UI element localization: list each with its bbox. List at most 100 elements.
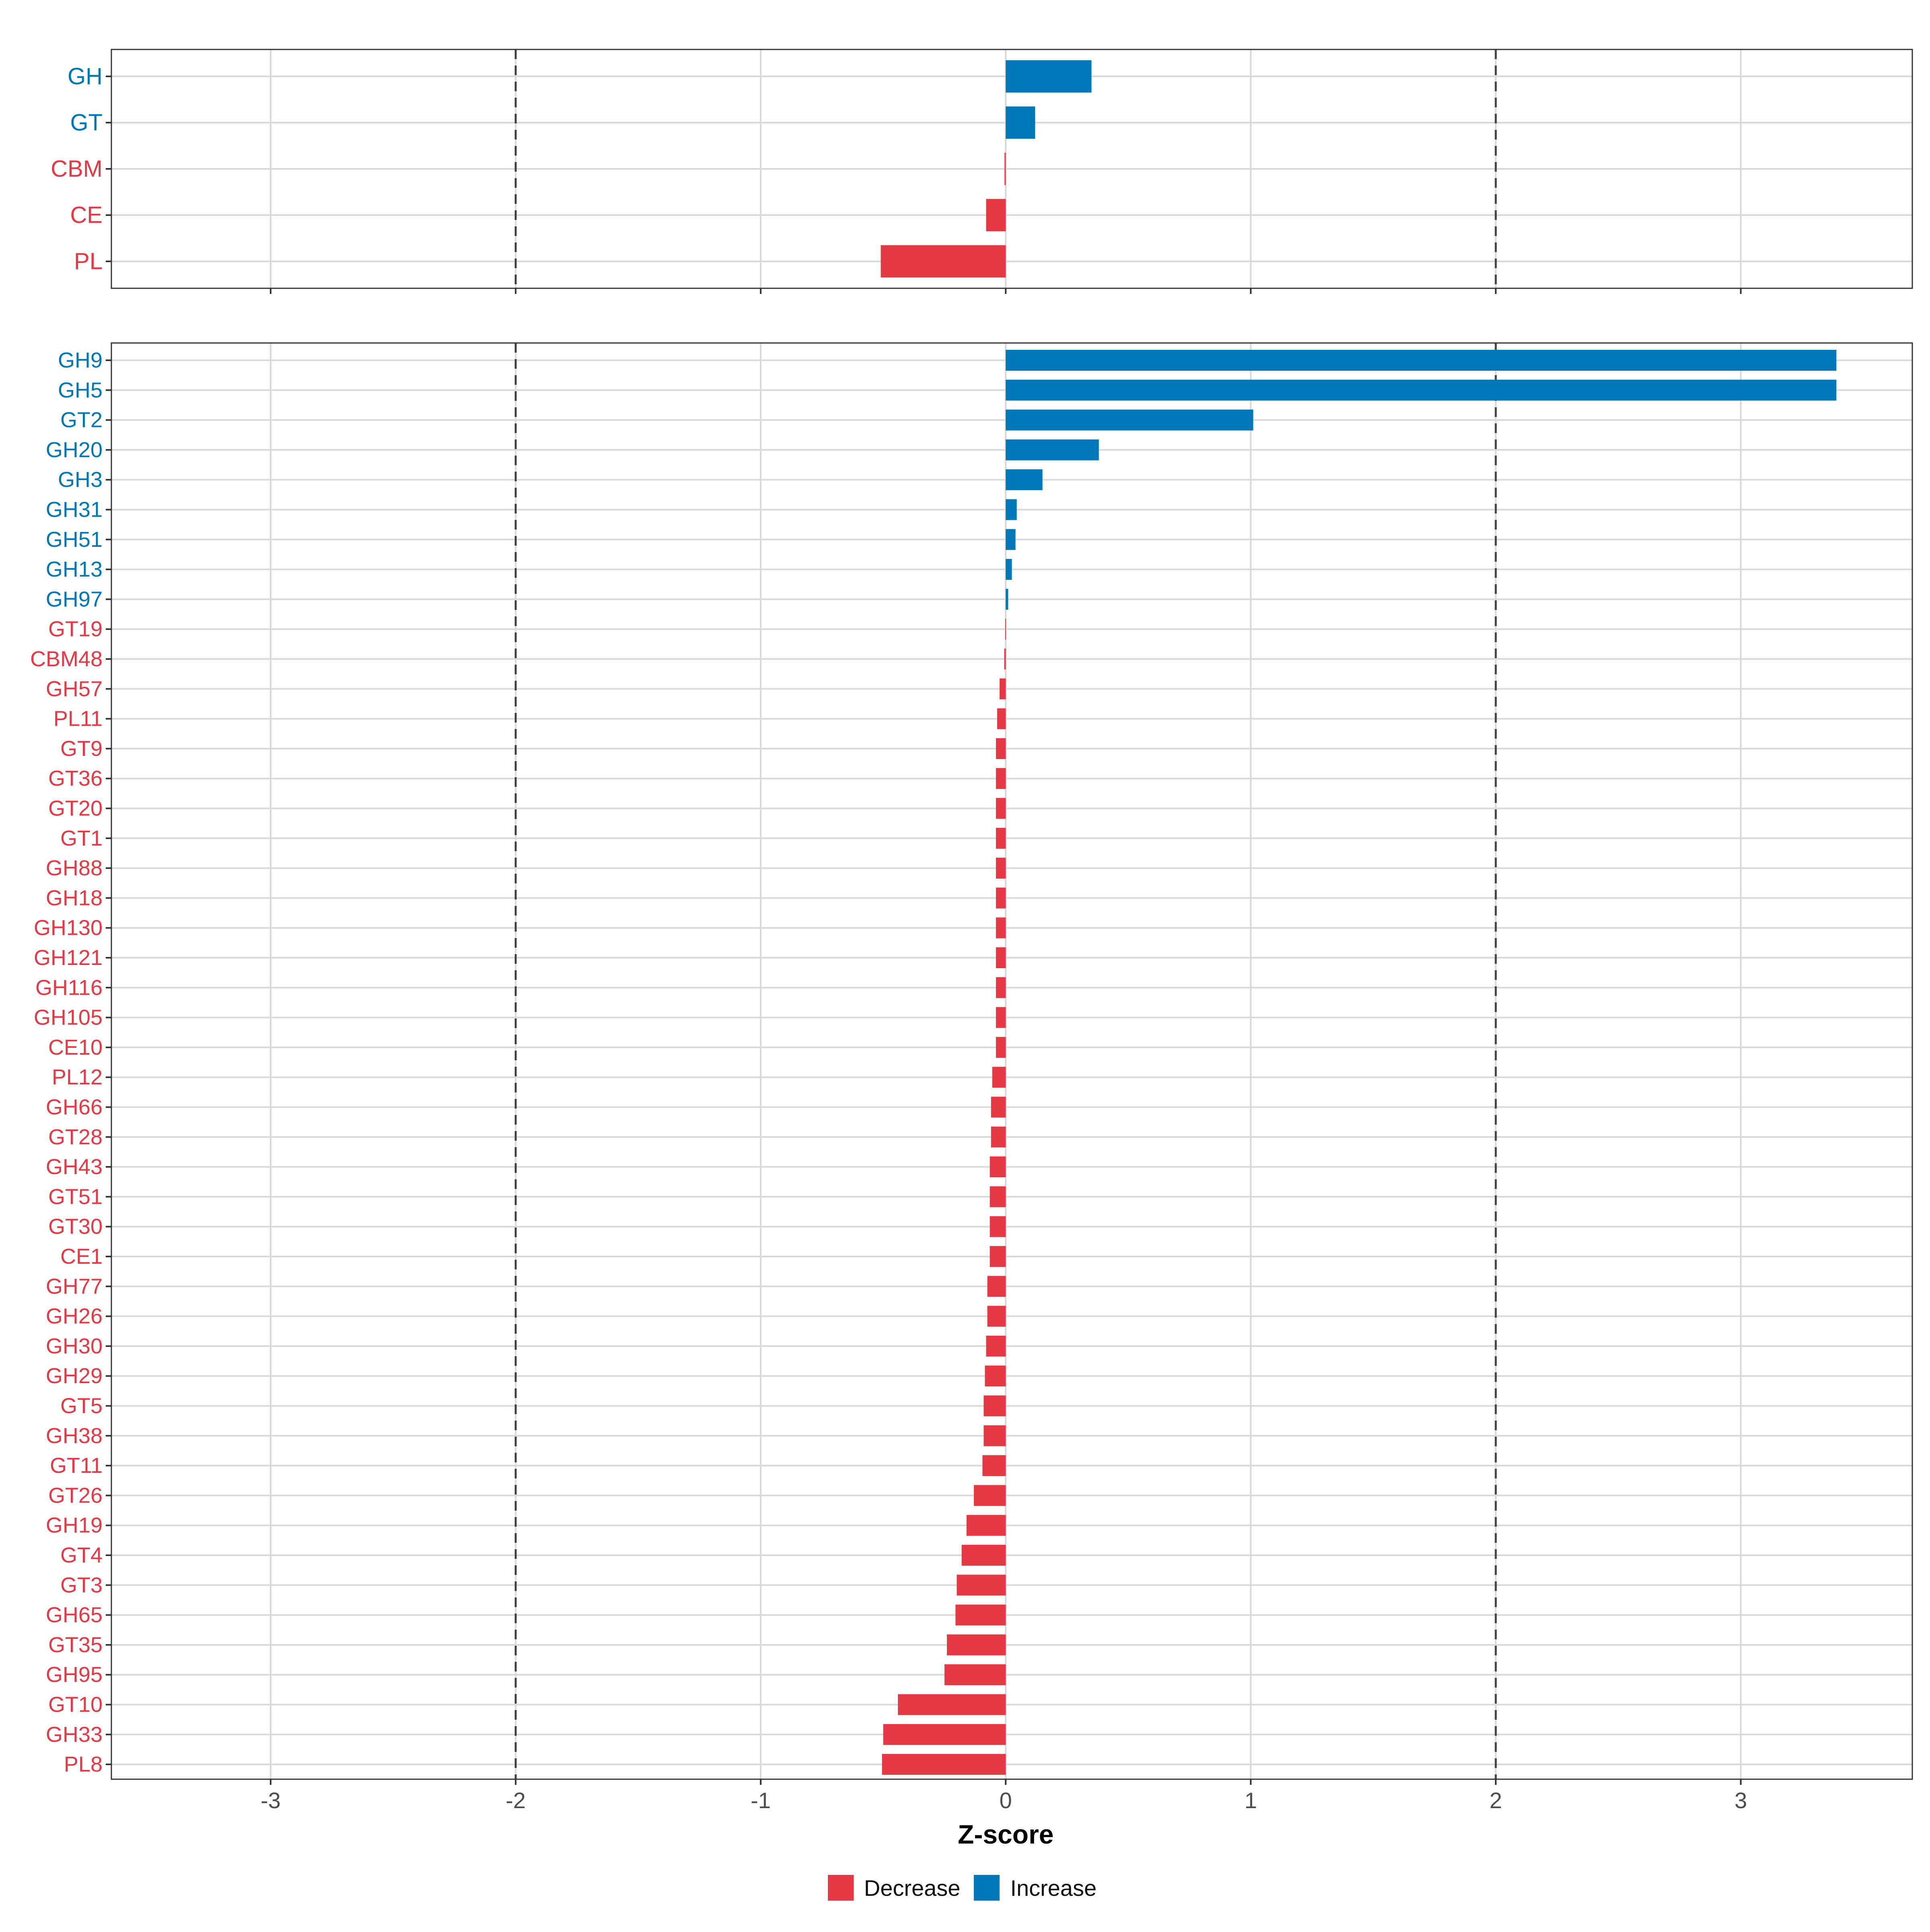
bar-PL12 (992, 1067, 1006, 1088)
bar-GH121 (996, 947, 1006, 969)
panel-border-family (111, 342, 1913, 1780)
y-tick-label: GH97 (46, 587, 103, 611)
bar-GT35 (947, 1634, 1006, 1655)
bar-GH18 (996, 887, 1006, 909)
y-tick-label: GH66 (46, 1095, 103, 1119)
bar-GH105 (996, 1007, 1006, 1028)
y-tick-label: GH20 (46, 438, 103, 462)
bar-GH77 (987, 1276, 1006, 1297)
y-tick-label: GH38 (46, 1424, 103, 1448)
bar-CE (986, 199, 1006, 232)
bar-GH97 (1006, 589, 1008, 610)
y-tick-label: GT9 (60, 737, 103, 761)
x-tick-label: 1 (1244, 1788, 1257, 1813)
bar-PL11 (997, 708, 1006, 729)
bar-GH116 (996, 977, 1006, 998)
y-tick-label: CE10 (48, 1035, 103, 1059)
bar-GH5 (1006, 380, 1837, 401)
legend-label-decrease: Decrease (864, 1875, 961, 1901)
y-tick-label: GH65 (46, 1603, 103, 1627)
legend-swatch-increase (974, 1875, 1000, 1901)
x-tick-label: 2 (1489, 1788, 1502, 1813)
y-tick-label: GH29 (46, 1364, 103, 1388)
bar-GH31 (1006, 499, 1017, 520)
bar-CBM (1004, 152, 1006, 185)
bar-GH29 (985, 1365, 1006, 1387)
y-tick-label: GH121 (34, 946, 103, 970)
y-tick-label: GH5 (58, 378, 103, 402)
bar-CE1 (990, 1246, 1006, 1267)
bar-GH13 (1006, 559, 1012, 580)
y-tick-label: GT10 (48, 1693, 103, 1717)
y-tick-label: GT35 (48, 1633, 103, 1657)
y-tick-label: GH18 (46, 886, 103, 910)
y-tick-label: CBM48 (30, 647, 103, 671)
y-tick-label: CBM (51, 156, 103, 182)
bar-GH20 (1006, 439, 1099, 460)
bar-GH3 (1006, 469, 1043, 491)
y-tick-label: GT19 (48, 617, 103, 641)
bar-GT10 (898, 1694, 1006, 1715)
bar-GT1 (996, 827, 1006, 849)
y-tick-label: GT5 (60, 1394, 103, 1418)
y-tick-label: GT30 (48, 1215, 103, 1239)
bar-GH130 (996, 917, 1006, 938)
bar-CBM48 (1004, 648, 1006, 670)
bar-PL8 (882, 1754, 1006, 1775)
y-tick-label: GH (68, 64, 103, 90)
x-axis-title: Z-score (958, 1819, 1053, 1849)
bar-GH33 (883, 1724, 1006, 1745)
y-tick-label: GH116 (35, 975, 103, 1000)
y-tick-label: GH130 (34, 916, 103, 940)
y-tick-label: GH19 (46, 1513, 103, 1538)
panel-background-family (111, 343, 1912, 1779)
bar-GT5 (983, 1395, 1006, 1417)
y-tick-label: CE1 (60, 1244, 103, 1269)
y-tick-label: GT (70, 110, 103, 136)
bar-GH95 (944, 1664, 1006, 1686)
y-tick-label: GT4 (60, 1543, 103, 1567)
y-tick-label: GH30 (46, 1334, 103, 1358)
legend-item-increase: Increase (974, 1875, 1102, 1901)
y-tick-label: GT28 (48, 1125, 103, 1149)
x-tick-label: 3 (1735, 1788, 1747, 1813)
y-tick-label: PL8 (64, 1752, 103, 1776)
bar-GT36 (996, 768, 1006, 789)
y-tick-label: GT11 (50, 1454, 103, 1478)
bar-GH26 (987, 1306, 1006, 1327)
bar-GT51 (990, 1186, 1006, 1207)
y-tick-label: GT26 (48, 1483, 103, 1507)
legend: Decrease Increase (0, 1866, 1930, 1910)
bar-GT2 (1006, 409, 1253, 431)
y-tick-label: GH13 (46, 557, 103, 581)
bar-GH30 (986, 1335, 1006, 1357)
legend-item-decrease: Decrease (827, 1875, 966, 1901)
y-tick-label: GT20 (48, 797, 103, 821)
y-tick-label: GT2 (60, 408, 103, 432)
y-tick-label: GT1 (60, 826, 103, 850)
bar-CE10 (996, 1037, 1006, 1058)
y-tick-label: GH9 (58, 348, 103, 372)
legend-swatch-decrease (827, 1875, 854, 1901)
y-tick-label: GH105 (34, 1006, 103, 1030)
y-tick-label: GH31 (46, 498, 103, 522)
bar-GT26 (974, 1485, 1006, 1506)
bar-PL (881, 245, 1006, 278)
y-tick-label: GT36 (48, 766, 103, 790)
bar-GT30 (990, 1216, 1006, 1237)
y-tick-label: GH95 (46, 1663, 103, 1687)
bar-GH (1006, 60, 1092, 93)
bar-GH66 (991, 1096, 1006, 1118)
bar-GH65 (955, 1604, 1006, 1626)
bar-GH38 (983, 1425, 1006, 1446)
y-tick-label: PL (74, 248, 103, 275)
bar-GH51 (1006, 529, 1016, 550)
bar-GT20 (996, 798, 1006, 819)
y-tick-label: GH57 (46, 677, 103, 701)
bar-GH88 (996, 858, 1006, 879)
y-tick-label: GH77 (46, 1274, 103, 1298)
bar-GH43 (990, 1156, 1006, 1178)
bar-GT (1006, 106, 1035, 139)
